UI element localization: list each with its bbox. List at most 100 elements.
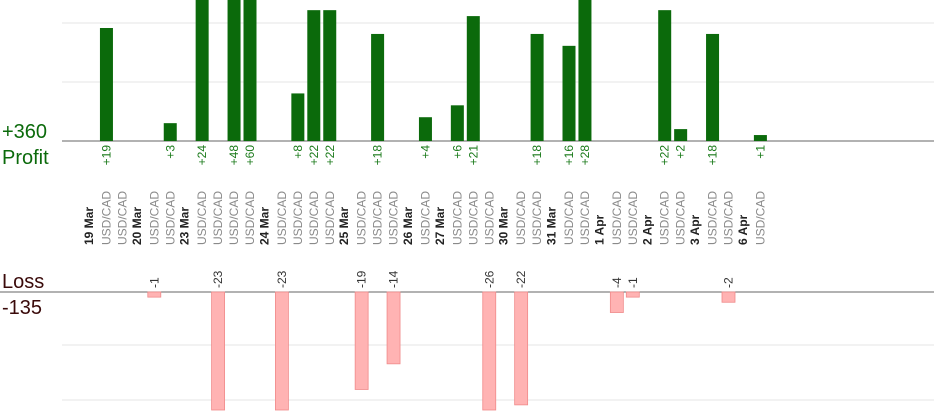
date-label: 2 Apr <box>640 214 654 245</box>
instrument-label: USD/CAD <box>243 191 257 245</box>
profit-total: +360 <box>2 121 47 143</box>
profit-bar <box>291 93 305 141</box>
instrument-label: USD/CAD <box>753 191 767 245</box>
profit-label: Profit <box>2 147 49 169</box>
instrument-label: USD/CAD <box>466 191 480 245</box>
profit-value-label: +22 <box>323 145 337 166</box>
profit-value-label: +2 <box>674 145 688 159</box>
bars <box>99 0 767 411</box>
date-label: 25 Mar <box>337 207 351 245</box>
profit-value-label: +28 <box>578 145 592 166</box>
profit-bar <box>195 0 209 142</box>
profit-value-label: +1 <box>753 145 767 159</box>
loss-bar <box>514 291 529 406</box>
profit-value-label: +19 <box>99 145 113 166</box>
date-label: 3 Apr <box>688 214 702 245</box>
instrument-label: USD/CAD <box>323 191 337 245</box>
instrument-label: USD/CAD <box>163 191 177 245</box>
profit-bar <box>323 10 337 141</box>
instrument-label: USD/CAD <box>626 191 640 245</box>
date-label: 1 Apr <box>592 214 606 245</box>
loss-value-label: -23 <box>211 270 225 288</box>
date-label: 23 Mar <box>178 207 192 245</box>
date-label: 20 Mar <box>130 207 144 245</box>
profit-bar <box>99 28 113 141</box>
instrument-label: USD/CAD <box>514 191 528 245</box>
profit-bar <box>418 117 432 141</box>
instrument-label: USD/CAD <box>227 191 241 245</box>
instrument-label: USD/CAD <box>291 191 305 245</box>
profit-bar <box>163 123 177 141</box>
date-label: 19 Mar <box>82 207 96 245</box>
instrument-label: USD/CAD <box>195 191 209 245</box>
profit-bar <box>466 16 480 141</box>
profit-bar <box>706 33 720 141</box>
instrument-label: USD/CAD <box>418 191 432 245</box>
profit-bar <box>674 129 688 141</box>
instrument-label: USD/CAD <box>355 191 369 245</box>
profit-value-label: +48 <box>227 145 241 166</box>
instrument-label: USD/CAD <box>706 191 720 245</box>
profit-bar <box>450 105 464 141</box>
instrument-label: USD/CAD <box>371 191 385 245</box>
instrument-label: USD/CAD <box>99 191 113 245</box>
loss-value-label: -4 <box>610 277 624 288</box>
profit-value-label: +18 <box>530 145 544 166</box>
date-label: 26 Mar <box>401 207 415 245</box>
profit-bar <box>658 10 672 141</box>
profit-bar <box>371 33 385 141</box>
instrument-label: USD/CAD <box>562 191 576 245</box>
profit-value-label: +4 <box>418 145 432 159</box>
loss-value-label: -14 <box>387 270 401 288</box>
loss-bar <box>147 291 162 298</box>
loss-bar <box>386 291 401 365</box>
loss-bar <box>211 291 226 411</box>
profit-value-label: +18 <box>371 145 385 166</box>
loss-total: -135 <box>2 297 42 319</box>
loss-value-label: -22 <box>514 270 528 288</box>
instrument-label: USD/CAD <box>307 191 321 245</box>
loss-value-label: -2 <box>722 277 736 288</box>
profit-bar <box>562 45 576 142</box>
profit-value-label: +22 <box>658 145 672 166</box>
loss-value-label: -26 <box>482 270 496 288</box>
profit-value-label: +3 <box>163 145 177 159</box>
loss-bar <box>721 291 736 303</box>
loss-value-label: -19 <box>355 270 369 288</box>
instrument-label: USD/CAD <box>275 191 289 245</box>
profit-value-label: +24 <box>195 145 209 166</box>
loss-bar <box>354 291 369 390</box>
instrument-label: USD/CAD <box>658 191 672 245</box>
profit-bar <box>243 0 257 141</box>
profit-value-label: +8 <box>291 145 305 159</box>
profit-value-label: +21 <box>466 145 480 166</box>
profit-value-label: +6 <box>450 145 464 159</box>
date-label: 31 Mar <box>545 207 559 245</box>
loss-value-label: -1 <box>147 277 161 288</box>
instrument-label: USD/CAD <box>722 191 736 245</box>
date-label: 6 Apr <box>736 214 750 245</box>
loss-bar <box>482 291 497 411</box>
profit-value-label: +18 <box>706 145 720 166</box>
profit-bar <box>578 0 592 141</box>
instrument-label: USD/CAD <box>530 191 544 245</box>
instrument-label: USD/CAD <box>578 191 592 245</box>
date-label: 30 Mar <box>497 207 511 245</box>
instrument-label: USD/CAD <box>211 191 225 245</box>
instrument-label: USD/CAD <box>115 191 129 245</box>
instrument-label: USD/CAD <box>610 191 624 245</box>
profit-value-label: +16 <box>562 145 576 166</box>
instrument-label: USD/CAD <box>450 191 464 245</box>
loss-value-label: -1 <box>626 277 640 288</box>
loss-bar <box>625 291 640 298</box>
profit-value-label: +60 <box>243 145 257 166</box>
loss-bar <box>274 291 289 411</box>
instrument-label: USD/CAD <box>387 191 401 245</box>
profit-bar <box>753 135 767 141</box>
date-label: 27 Mar <box>433 207 447 245</box>
profit-bar <box>227 0 241 141</box>
profit-bar <box>530 33 544 141</box>
loss-value-label: -23 <box>275 270 289 288</box>
